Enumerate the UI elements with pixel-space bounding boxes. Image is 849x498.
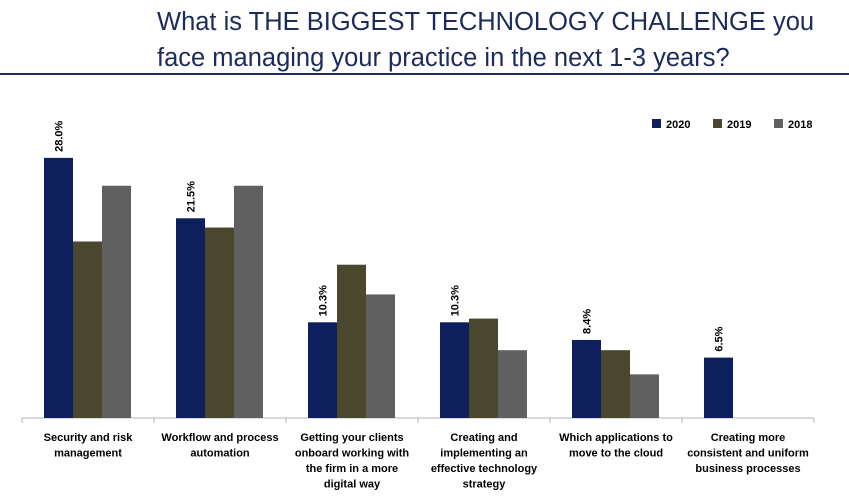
category-label-5: Which applications to move to the cloud [559, 432, 673, 460]
bar-2019-5 [601, 350, 630, 418]
bar-2020-3 [308, 322, 337, 418]
category-label-line: automation [190, 448, 250, 460]
data-label-2020-3: 10.3% [318, 285, 330, 316]
legend-swatch-2019 [713, 119, 722, 128]
category-label-line: business processes [695, 463, 800, 475]
category-label-line: strategy [463, 479, 507, 491]
data-label-2020-5: 8.4% [582, 309, 594, 334]
bar-2018-3 [366, 294, 395, 418]
category-label-line: move to the cloud [569, 448, 663, 460]
category-label-line: Security and risk [44, 432, 134, 444]
category-label-6: Creating more consistent and uniform busin… [687, 432, 809, 475]
bar-2019-3 [337, 264, 366, 418]
bar-2020-1 [44, 157, 73, 418]
category-label-line: Which applications to [559, 432, 673, 444]
bar-2018-1 [102, 185, 131, 418]
bar-2020-6 [704, 357, 733, 418]
category-label-line: digital way [324, 479, 381, 491]
legend-label-2018: 2018 [788, 119, 812, 131]
bar-2018-2 [234, 185, 263, 418]
category-label-4: Creating and implementing an effective tec… [431, 432, 538, 491]
category-label-line: Getting your clients [300, 432, 403, 444]
category-label-2: Workflow and process automation [161, 432, 278, 460]
bar-2019-2 [205, 227, 234, 418]
category-label-line: onboard working with [295, 448, 410, 460]
bar-2018-4 [498, 350, 527, 418]
chart-title-line-1: What is THE BIGGEST TECHNOLOGY CHALLENGE… [157, 8, 815, 36]
bar-2019-1 [73, 241, 102, 418]
category-label-line: management [54, 448, 122, 460]
legend-swatch-2020 [652, 119, 661, 128]
bar-2020-5 [572, 339, 601, 418]
title-divider [0, 73, 849, 75]
category-label-line: implementing an [440, 448, 528, 460]
category-label-line: Creating more [711, 432, 786, 444]
category-label-3: Getting your clients onboard working with… [295, 432, 410, 491]
chart-title: What is THE BIGGEST TECHNOLOGY CHALLENGE… [157, 4, 837, 76]
legend-swatch-2018 [774, 119, 783, 128]
chart-title-line-2: face managing your practice in the next … [157, 44, 730, 72]
bar-2020-4 [440, 322, 469, 418]
legend-label-2019: 2019 [727, 119, 751, 131]
legend-label-2020: 2020 [666, 119, 690, 131]
bar-2018-5 [630, 374, 659, 418]
category-label-line: Workflow and process [161, 432, 278, 444]
bar-2019-4 [469, 318, 498, 418]
category-label-1: Security and risk management [44, 432, 134, 460]
category-label-line: effective technology [431, 463, 538, 475]
category-label-line: Creating and [450, 432, 517, 444]
bar-2020-2 [176, 218, 205, 418]
data-label-2020-1: 28.0% [54, 120, 66, 151]
data-label-2020-6: 6.5% [714, 326, 726, 351]
category-label-line: consistent and uniform [687, 448, 809, 460]
data-label-2020-2: 21.5% [186, 181, 198, 212]
category-label-line: the firm in a more [306, 463, 398, 475]
data-label-2020-4: 10.3% [450, 285, 462, 316]
